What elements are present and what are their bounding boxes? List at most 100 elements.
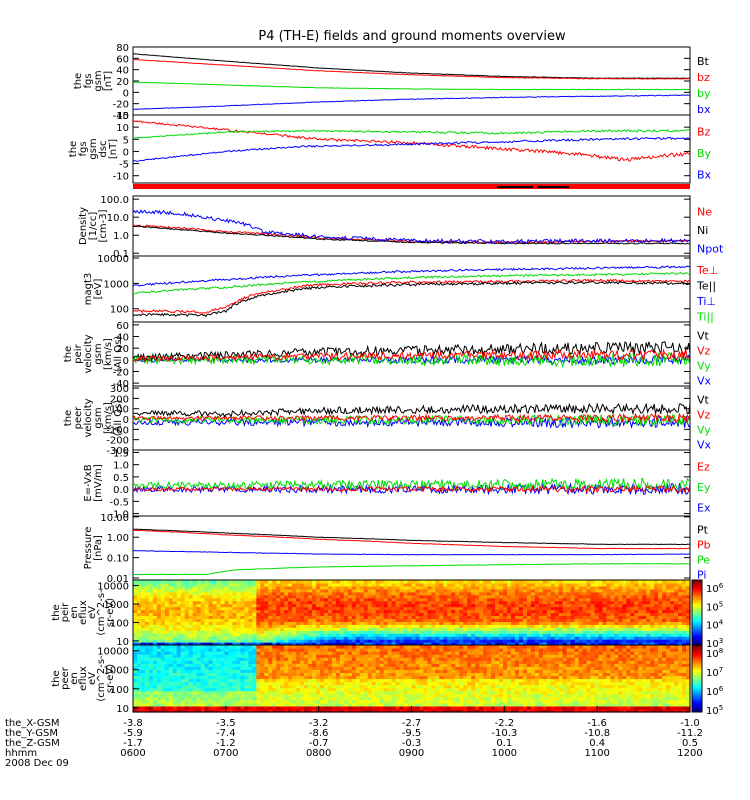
spectrogram-cell: [252, 582, 257, 587]
spectrogram-cell: [268, 657, 273, 661]
spectrogram-cell: [212, 690, 218, 695]
spectrogram-cell: [327, 612, 333, 617]
spectrogram-cell: [156, 580, 162, 584]
spectrogram-cell: [546, 612, 552, 617]
spectrogram-cell: [280, 696, 285, 701]
spectrogram-cell: [335, 693, 341, 698]
spectrogram-cell: [296, 660, 301, 664]
spectrogram-cell: [292, 684, 297, 689]
spectrogram-cell: [312, 612, 317, 617]
y-tick-label: 10.00: [100, 513, 129, 524]
spectrogram-cell: [224, 597, 230, 602]
spectrogram-cell: [244, 606, 249, 611]
spectrogram-cell: [216, 660, 222, 664]
spectrogram-cell: [308, 580, 313, 584]
spectrogram-cell: [662, 636, 667, 640]
spectrogram-cell: [312, 600, 317, 605]
spectrogram-cell: [304, 669, 309, 674]
spectrogram-cell: [204, 580, 210, 584]
spectrogram-cell: [156, 618, 162, 622]
spectrogram-cell: [264, 678, 269, 683]
spectrogram-cell: [666, 618, 671, 622]
spectrogram-cell: [200, 621, 206, 625]
spectrogram-cell: [391, 591, 397, 596]
spectrogram-cell: [216, 666, 222, 670]
spectrogram-cell: [184, 603, 190, 608]
spectrogram-cell: [335, 681, 341, 686]
spectrogram-cell: [164, 633, 170, 637]
spectrogram-cell: [208, 597, 214, 602]
spectrogram-cell: [288, 603, 293, 608]
spectrogram-cell: [316, 594, 321, 599]
spectrogram-cell: [602, 585, 608, 590]
spectrogram-cell: [674, 594, 679, 599]
spectrogram-cell: [260, 696, 265, 701]
spectrogram-cell: [383, 672, 389, 677]
spectrogram-cell: [618, 636, 623, 640]
spectrogram-cell: [387, 657, 393, 661]
spectrogram-cell: [379, 648, 385, 652]
spectrogram-cell: [168, 588, 174, 593]
spectrogram-cell: [355, 666, 361, 670]
spectrogram-cell: [236, 606, 242, 611]
spectrogram-cell: [662, 627, 667, 631]
spectrogram-cell: [335, 675, 341, 680]
spectrogram-cell: [518, 603, 524, 608]
spectrogram-cell: [160, 654, 166, 658]
spectrogram-cell: [630, 618, 635, 622]
spectrogram-cell: [562, 630, 568, 634]
spectrogram-cell: [459, 606, 464, 611]
spectrogram-cell: [534, 603, 540, 608]
spectrogram-cell: [136, 606, 142, 611]
spectrogram-cell: [272, 708, 277, 713]
spectrogram-cell: [316, 582, 321, 587]
spectrogram-cell: [200, 660, 206, 664]
spectrogram-cell: [534, 594, 540, 599]
spectrogram-cell: [236, 672, 242, 677]
legend-Vt: Vt: [697, 330, 710, 343]
spectrogram-cell: [379, 618, 385, 622]
spectrogram-cell: [562, 585, 568, 590]
spectrogram-cell: [650, 612, 655, 617]
spectrogram-cell: [415, 618, 421, 622]
spectrogram-cell: [343, 600, 349, 605]
spectrogram-cell: [208, 639, 214, 643]
spectrogram-cell: [160, 636, 166, 640]
spectrogram-cell: [228, 708, 234, 713]
spectrogram-cell: [530, 591, 536, 596]
spectrogram-cell: [284, 675, 289, 680]
spectrogram-cell: [606, 580, 612, 584]
spectrogram-cell: [383, 651, 389, 655]
spectrogram-cell: [172, 666, 178, 670]
spectrogram-cell: [172, 624, 178, 628]
spectrogram-cell: [487, 636, 492, 640]
spectrogram-cell: [296, 627, 301, 631]
spectrogram-cell: [435, 624, 440, 628]
spectrogram-cell: [280, 666, 285, 670]
spectrogram-cell: [443, 588, 448, 593]
spectrogram-cell: [411, 705, 417, 710]
spectrogram-cell: [407, 591, 413, 596]
spectrogram-cell: [399, 585, 405, 590]
spectrogram-cell: [216, 702, 222, 707]
spectrogram-cell: [220, 651, 226, 655]
spectrogram-cell: [530, 609, 536, 614]
spectrogram-cell: [654, 585, 659, 590]
spectrogram-cell: [355, 585, 361, 590]
spectrogram-cell: [160, 597, 166, 602]
spectrogram-cell: [403, 657, 409, 661]
spectrogram-cell: [300, 699, 305, 704]
spectrogram-cell: [554, 597, 560, 602]
spectrogram-cell: [319, 681, 325, 686]
spectrogram-cell: [196, 597, 202, 602]
spectrogram-cell: [646, 639, 651, 643]
spectrogram-cell: [300, 690, 305, 695]
spectrogram-cell: [224, 708, 230, 713]
spectrogram-cell: [395, 624, 401, 628]
spectrogram-cell: [415, 675, 421, 680]
spectrogram-cell: [272, 618, 277, 622]
spectrogram-cell: [284, 609, 289, 614]
spectrogram-cell: [244, 594, 249, 599]
spectrogram-cell: [355, 642, 361, 646]
spectrogram-cell: [451, 600, 456, 605]
